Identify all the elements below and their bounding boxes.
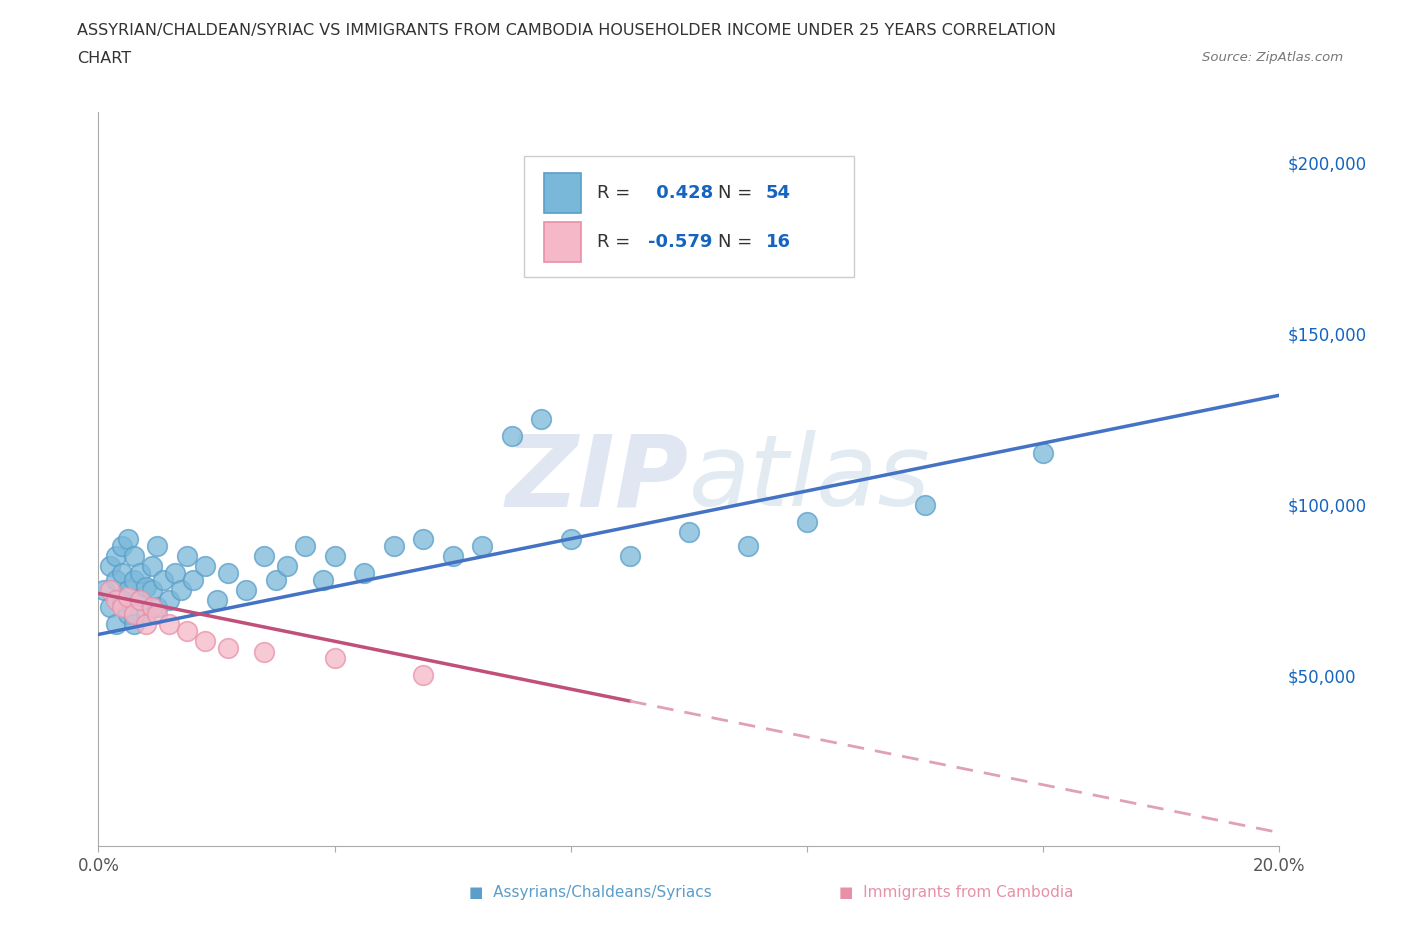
Point <box>914 498 936 512</box>
Text: Source: ZipAtlas.com: Source: ZipAtlas.com <box>1202 51 1343 64</box>
FancyBboxPatch shape <box>544 221 582 262</box>
Point <box>117 582 139 597</box>
Point <box>117 606 139 621</box>
Point <box>117 590 139 604</box>
Point <box>412 668 434 683</box>
Point <box>217 565 239 580</box>
Point <box>111 565 134 580</box>
Point <box>471 538 494 553</box>
Point <box>122 617 145 631</box>
Point <box>737 538 759 553</box>
Point <box>111 538 134 553</box>
Point <box>98 600 121 615</box>
Point <box>205 592 228 607</box>
Text: ■  Immigrants from Cambodia: ■ Immigrants from Cambodia <box>839 885 1073 900</box>
Point <box>146 606 169 621</box>
Point <box>796 514 818 529</box>
Point <box>165 565 187 580</box>
Point <box>117 531 139 546</box>
Point <box>501 429 523 444</box>
Text: R =: R = <box>596 233 636 251</box>
Point <box>264 572 287 587</box>
Point <box>141 600 163 615</box>
Point <box>294 538 316 553</box>
Point <box>194 634 217 649</box>
Point <box>128 565 150 580</box>
Point <box>105 572 128 587</box>
Point <box>93 582 115 597</box>
Point <box>122 572 145 587</box>
Point <box>181 572 204 587</box>
Point <box>560 531 582 546</box>
Point <box>128 592 150 607</box>
Point <box>353 565 375 580</box>
Point <box>128 592 150 607</box>
Point <box>122 549 145 564</box>
Text: 16: 16 <box>766 233 790 251</box>
Point <box>146 538 169 553</box>
Point <box>382 538 405 553</box>
Point <box>312 572 335 587</box>
Point <box>105 617 128 631</box>
Point <box>146 600 169 615</box>
Text: atlas: atlas <box>689 431 931 527</box>
Point <box>135 579 157 594</box>
Point <box>98 582 121 597</box>
Point <box>141 559 163 574</box>
Point <box>253 644 276 659</box>
Point <box>678 525 700 539</box>
Text: 0.428: 0.428 <box>650 184 713 202</box>
Point <box>157 592 180 607</box>
Text: -0.579: -0.579 <box>648 233 711 251</box>
Point <box>111 600 134 615</box>
Point <box>619 549 641 564</box>
Point <box>122 606 145 621</box>
FancyBboxPatch shape <box>544 173 582 213</box>
Point <box>111 592 134 607</box>
Text: N =: N = <box>718 233 758 251</box>
FancyBboxPatch shape <box>523 155 855 277</box>
Point <box>135 617 157 631</box>
Point <box>152 572 174 587</box>
Point <box>441 549 464 564</box>
Text: R =: R = <box>596 184 636 202</box>
Text: CHART: CHART <box>77 51 131 66</box>
Point <box>194 559 217 574</box>
Point <box>323 549 346 564</box>
Point <box>253 549 276 564</box>
Point <box>530 206 553 221</box>
Point <box>105 549 128 564</box>
Point <box>217 641 239 656</box>
Text: 54: 54 <box>766 184 790 202</box>
Point <box>530 412 553 427</box>
Point <box>98 559 121 574</box>
Point <box>157 617 180 631</box>
Point <box>170 582 193 597</box>
Point <box>176 624 198 639</box>
Text: ASSYRIAN/CHALDEAN/SYRIAC VS IMMIGRANTS FROM CAMBODIA HOUSEHOLDER INCOME UNDER 25: ASSYRIAN/CHALDEAN/SYRIAC VS IMMIGRANTS F… <box>77 23 1056 38</box>
Point <box>176 549 198 564</box>
Point <box>135 606 157 621</box>
Point <box>323 651 346 666</box>
Text: N =: N = <box>718 184 758 202</box>
Point <box>276 559 298 574</box>
Point <box>141 582 163 597</box>
Point <box>1032 445 1054 460</box>
Point <box>235 582 257 597</box>
Point <box>412 531 434 546</box>
Text: ■  Assyrians/Chaldeans/Syriacs: ■ Assyrians/Chaldeans/Syriacs <box>470 885 711 900</box>
Text: ZIP: ZIP <box>506 431 689 527</box>
Point <box>105 592 128 607</box>
